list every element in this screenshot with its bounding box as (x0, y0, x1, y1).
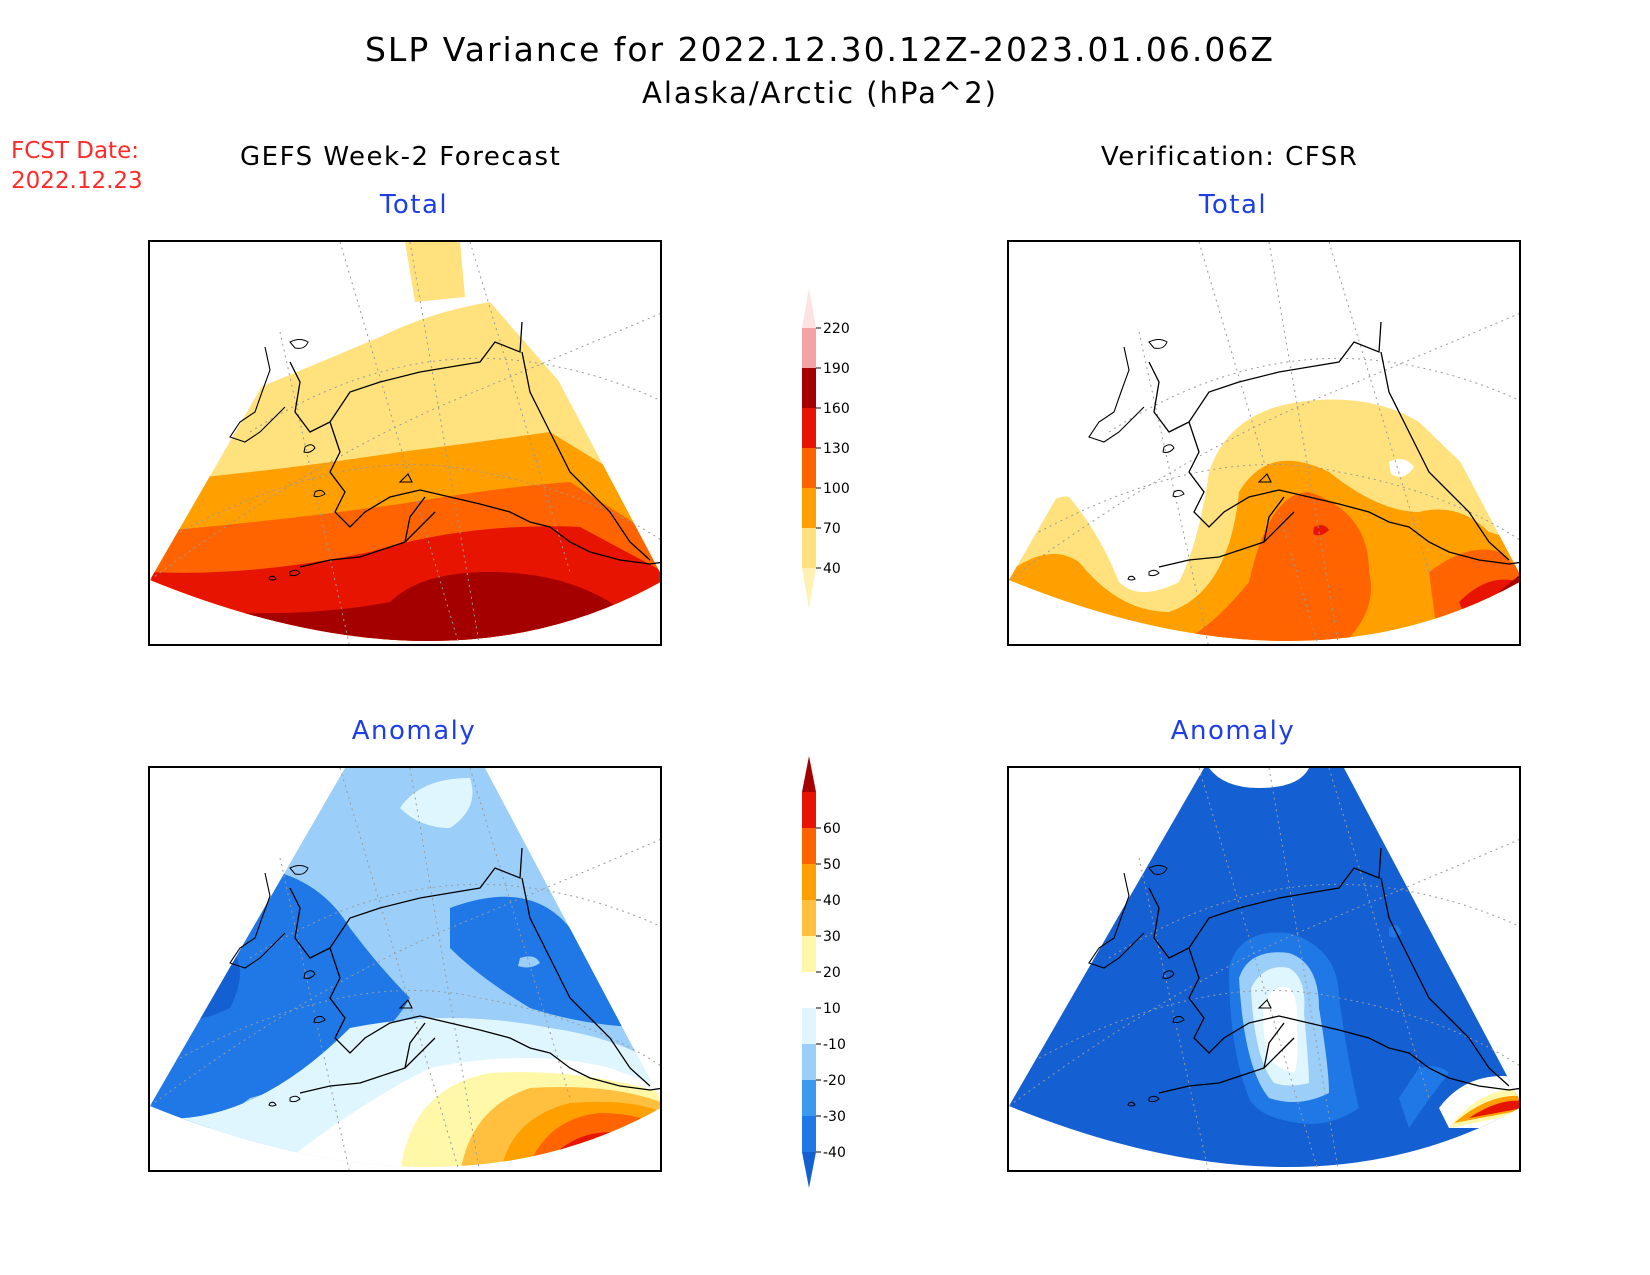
colorbar-total-swatch (802, 568, 816, 608)
colorbar-total-swatch (802, 448, 816, 488)
map-verification-anomaly (1007, 766, 1521, 1172)
colorbar-total-swatch (802, 488, 816, 528)
colorbar-total-label: 100 (823, 481, 850, 497)
colorbar-total-svg: 40 70 100 130 160 190 220 (802, 288, 850, 608)
colorbar-anomaly-swatch (802, 936, 816, 972)
colorbar-anomaly-swatch (802, 1080, 816, 1116)
colorbar-anomaly-label: 30 (823, 929, 841, 945)
main-subtitle: Alaska/Arctic (hPa^2) (642, 76, 998, 110)
colorbar-total-label: 70 (823, 521, 841, 537)
colorbar-anomaly-swatch (802, 900, 816, 936)
colorbar-anomaly-swatch (802, 1008, 816, 1044)
colorbar-anomaly-svg: -40 -30 -20 -10 10 20 30 40 50 60 (802, 756, 846, 1188)
colorbar-anomaly-swatch (802, 1152, 816, 1188)
map-forecast-anomaly (148, 766, 662, 1172)
colorbar-total-swatch (802, 288, 816, 328)
colorbar-anomaly-label: 10 (823, 1001, 841, 1017)
colorbar-total: 40 70 100 130 160 190 220 (790, 284, 900, 614)
colorbar-total-swatch (802, 408, 816, 448)
panel-title-verification-total: Total (1198, 190, 1268, 220)
colorbar-anomaly-swatch (802, 1044, 816, 1080)
colorbar-anomaly-swatch (802, 972, 816, 1008)
panel-title-forecast-total: Total (379, 190, 449, 220)
panel-title-forecast-anomaly: Anomaly (351, 716, 477, 746)
colorbar-anomaly-label: -40 (823, 1145, 846, 1161)
colorbar-anomaly-label: 20 (823, 965, 841, 981)
panel-title-verification-anomaly: Anomaly (1170, 716, 1296, 746)
colorbar-anomaly-swatch (802, 792, 816, 828)
colorbar-total-swatch (802, 328, 816, 368)
colorbar-anomaly-label: -20 (823, 1073, 846, 1089)
colorbar-anomaly-swatch (802, 1116, 816, 1152)
colorbar-anomaly-swatch (802, 756, 816, 792)
colorbar-anomaly-swatch (802, 864, 816, 900)
colorbar-total-label: 40 (823, 561, 841, 577)
map-verification-total (1007, 240, 1521, 646)
map-forecast-total (148, 240, 662, 646)
colorbar-total-label: 130 (823, 441, 850, 457)
main-title: SLP Variance for 2022.12.30.12Z-2023.01.… (364, 30, 1276, 69)
column-title-verification: Verification: CFSR (1101, 142, 1359, 172)
forecast-date-value: 2022.12.23 (11, 168, 143, 194)
colorbar-anomaly-label: 50 (823, 857, 841, 873)
colorbar-anomaly-swatch (802, 828, 816, 864)
forecast-date-label: FCST Date: (11, 138, 139, 164)
colorbar-anomaly-label: 60 (823, 821, 841, 837)
column-title-forecast: GEFS Week-2 Forecast (240, 142, 562, 172)
forecast-date: FCST Date: 2022.12.23 (11, 136, 143, 196)
colorbar-total-label: 160 (823, 401, 850, 417)
colorbar-total-swatch (802, 528, 816, 568)
colorbar-total-label: 190 (823, 361, 850, 377)
colorbar-anomaly-label: 40 (823, 893, 841, 909)
colorbar-total-swatch (802, 368, 816, 408)
colorbar-total-label: 220 (823, 321, 850, 337)
colorbar-anomaly-label: -30 (823, 1109, 846, 1125)
colorbar-anomaly-label: -10 (823, 1037, 846, 1053)
colorbar-anomaly: -40 -30 -20 -10 10 20 30 40 50 60 (790, 752, 900, 1202)
